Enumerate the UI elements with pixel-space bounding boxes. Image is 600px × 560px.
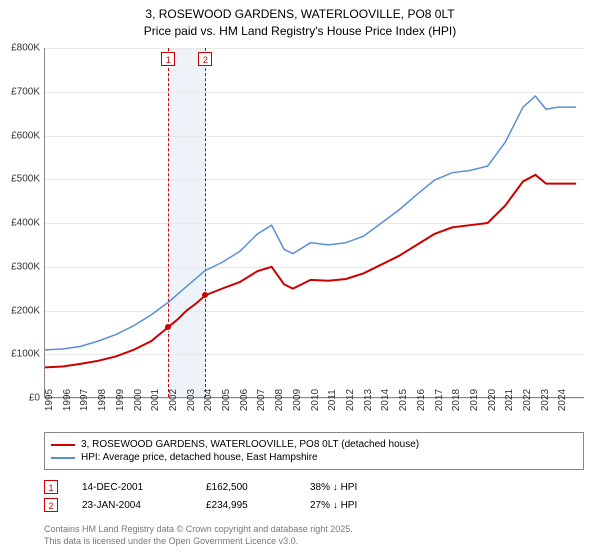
sale-price: £234,995 xyxy=(206,500,286,511)
legend-swatch xyxy=(51,457,75,459)
x-tick-label: 2010 xyxy=(310,389,321,411)
x-tick-label: 1995 xyxy=(44,389,55,411)
sale-delta: 38% ↓ HPI xyxy=(310,482,410,493)
chart-area: 12 £0£100K£200K£300K£400K£500K£600K£700K… xyxy=(44,48,584,428)
y-tick-label: £200K xyxy=(0,305,40,316)
y-tick-label: £600K xyxy=(0,130,40,141)
x-tick-label: 2011 xyxy=(327,389,338,411)
x-tick-label: 2008 xyxy=(274,389,285,411)
legend-item: HPI: Average price, detached house, East… xyxy=(51,452,577,463)
x-tick-label: 2018 xyxy=(451,389,462,411)
x-tick-label: 1997 xyxy=(79,389,90,411)
x-tick-label: 2005 xyxy=(221,389,232,411)
sale-row: 1 14-DEC-2001 £162,500 38% ↓ HPI xyxy=(44,480,584,494)
x-tick-label: 2006 xyxy=(239,389,250,411)
title-line-2: Price paid vs. HM Land Registry's House … xyxy=(0,23,600,40)
x-tick-label: 2013 xyxy=(363,389,374,411)
x-tick-label: 2017 xyxy=(434,389,445,411)
x-tick-label: 2001 xyxy=(150,389,161,411)
x-tick-label: 2022 xyxy=(522,389,533,411)
x-tick-label: 2004 xyxy=(203,389,214,411)
sale-date: 23-JAN-2004 xyxy=(82,500,182,511)
y-tick-label: £400K xyxy=(0,218,40,229)
legend-label: 3, ROSEWOOD GARDENS, WATERLOOVILLE, PO8 … xyxy=(81,439,419,450)
x-tick-label: 2019 xyxy=(469,389,480,411)
series-price_paid xyxy=(45,175,576,368)
legend-swatch xyxy=(51,444,75,446)
y-tick-label: £100K xyxy=(0,349,40,360)
x-tick-label: 2012 xyxy=(345,389,356,411)
y-tick-label: £800K xyxy=(0,43,40,54)
line-series-layer xyxy=(45,48,585,398)
sale-row-marker: 1 xyxy=(44,480,58,494)
x-tick-label: 1998 xyxy=(97,389,108,411)
x-tick-label: 2021 xyxy=(504,389,515,411)
x-tick-label: 1996 xyxy=(62,389,73,411)
legend: 3, ROSEWOOD GARDENS, WATERLOOVILLE, PO8 … xyxy=(44,432,584,470)
sale-date: 14-DEC-2001 xyxy=(82,482,182,493)
sale-row-marker: 2 xyxy=(44,498,58,512)
x-tick-label: 2015 xyxy=(398,389,409,411)
x-tick-label: 2014 xyxy=(380,389,391,411)
plot-region: 12 xyxy=(44,48,584,398)
y-tick-label: £300K xyxy=(0,261,40,272)
title-line-1: 3, ROSEWOOD GARDENS, WATERLOOVILLE, PO8 … xyxy=(0,6,600,23)
chart-container: 3, ROSEWOOD GARDENS, WATERLOOVILLE, PO8 … xyxy=(0,0,600,560)
x-tick-label: 2000 xyxy=(133,389,144,411)
y-tick-label: £0 xyxy=(0,393,40,404)
sale-delta: 27% ↓ HPI xyxy=(310,500,410,511)
x-tick-label: 2024 xyxy=(557,389,568,411)
legend-item: 3, ROSEWOOD GARDENS, WATERLOOVILLE, PO8 … xyxy=(51,439,577,450)
series-hpi xyxy=(45,96,576,350)
footer-attribution: Contains HM Land Registry data © Crown c… xyxy=(44,524,353,547)
footer-line-2: This data is licensed under the Open Gov… xyxy=(44,536,353,548)
x-tick-label: 2009 xyxy=(292,389,303,411)
legend-label: HPI: Average price, detached house, East… xyxy=(81,452,318,463)
x-tick-label: 1999 xyxy=(115,389,126,411)
y-tick-label: £500K xyxy=(0,174,40,185)
footer-line-1: Contains HM Land Registry data © Crown c… xyxy=(44,524,353,536)
y-tick-label: £700K xyxy=(0,86,40,97)
x-tick-label: 2023 xyxy=(540,389,551,411)
sales-table: 1 14-DEC-2001 £162,500 38% ↓ HPI 2 23-JAN-200… xyxy=(44,476,584,516)
sale-price: £162,500 xyxy=(206,482,286,493)
x-tick-label: 2002 xyxy=(168,389,179,411)
sale-row: 2 23-JAN-2004 £234,995 27% ↓ HPI xyxy=(44,498,584,512)
x-tick-label: 2016 xyxy=(416,389,427,411)
x-tick-label: 2007 xyxy=(256,389,267,411)
chart-title: 3, ROSEWOOD GARDENS, WATERLOOVILLE, PO8 … xyxy=(0,0,600,40)
x-tick-label: 2003 xyxy=(186,389,197,411)
x-tick-label: 2020 xyxy=(487,389,498,411)
